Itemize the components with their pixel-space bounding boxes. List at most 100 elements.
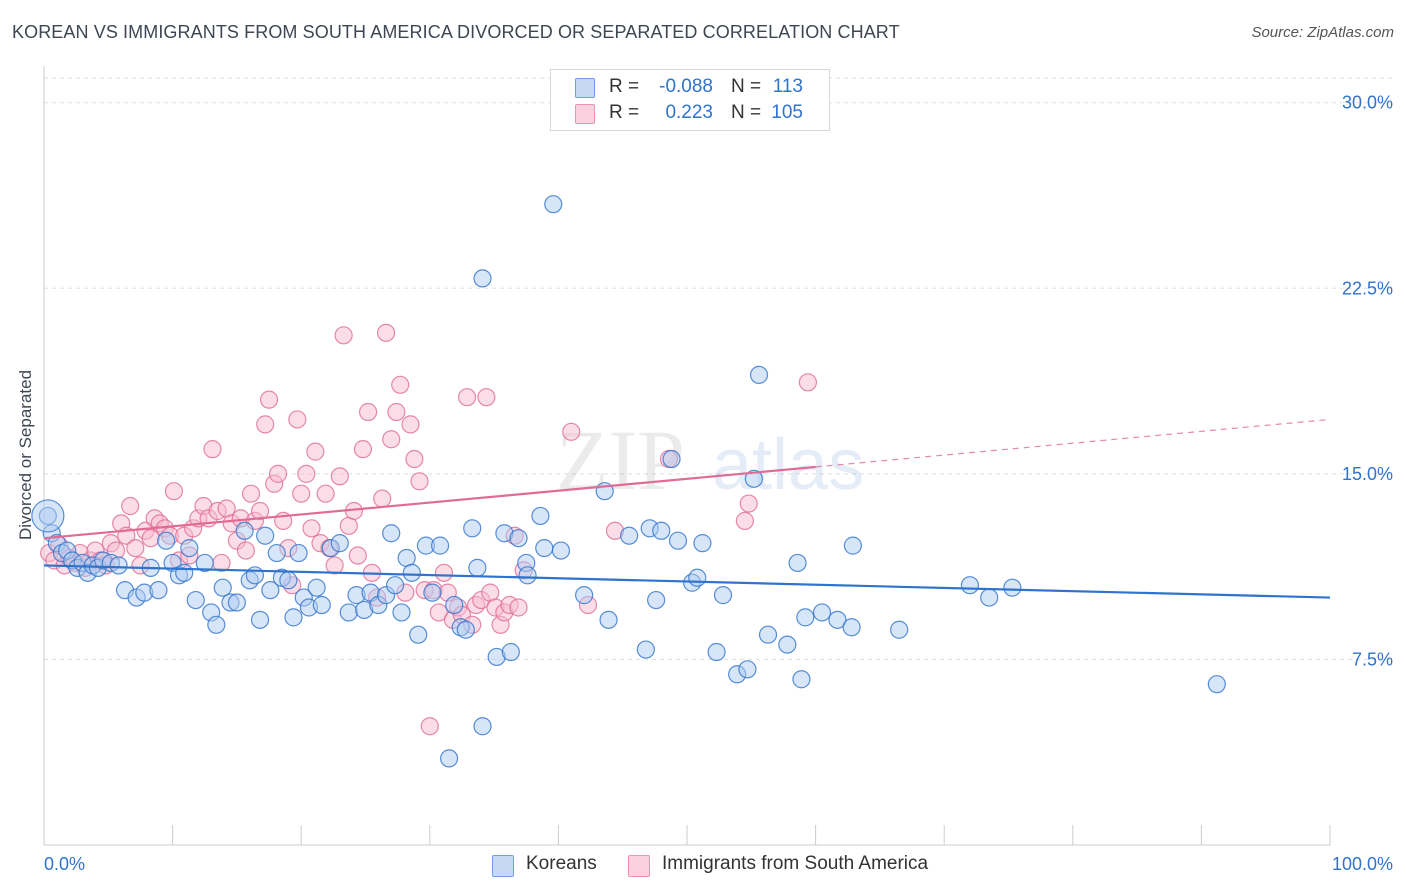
- data-point: [284, 608, 303, 627]
- legend-swatch-immigrants: [575, 104, 595, 124]
- data-point: [518, 566, 537, 585]
- data-point: [410, 472, 429, 491]
- data-point: [652, 521, 671, 540]
- data-point: [236, 541, 256, 560]
- data-point: [456, 620, 475, 639]
- data-point: [463, 519, 482, 538]
- data-point: [423, 583, 442, 602]
- data-point: [828, 610, 847, 629]
- data-point: [778, 635, 797, 654]
- trend-line: [43, 465, 816, 540]
- series-legend: Koreans Immigrants from South America: [0, 852, 1406, 878]
- data-point: [509, 529, 528, 548]
- data-point: [302, 519, 321, 538]
- trend-line: [43, 564, 1331, 599]
- data-point: [180, 538, 199, 558]
- data-point: [289, 543, 308, 563]
- source-label: Source: ZipAtlas.com: [1251, 24, 1394, 41]
- data-point: [334, 326, 353, 345]
- data-point: [509, 598, 528, 617]
- data-point: [439, 749, 459, 768]
- data-point: [960, 576, 980, 595]
- data-point: [647, 590, 666, 610]
- correlation-legend: R = -0.088 N = 113 R = 0.223 N = 105: [550, 69, 830, 131]
- data-point: [203, 440, 222, 459]
- data-point: [358, 402, 378, 422]
- data-point: [382, 430, 401, 449]
- data-point: [707, 642, 726, 662]
- tick-labels: 7.5% 15.0% 22.5% 30.0% 0.0% 100.0%: [44, 93, 1393, 874]
- legend-r-label: R =: [609, 102, 640, 123]
- data-point: [1207, 675, 1226, 694]
- data-point: [157, 531, 176, 550]
- legend-swatch-koreans: [575, 78, 595, 98]
- data-point: [325, 556, 344, 575]
- data-point: [259, 390, 279, 409]
- data-point: [562, 422, 581, 441]
- data-point: [535, 538, 554, 558]
- axes: [43, 66, 1331, 846]
- data-point: [551, 541, 571, 560]
- data-point: [445, 595, 464, 615]
- data-point: [207, 615, 226, 634]
- data-point: [434, 563, 454, 582]
- data-point: [109, 556, 128, 575]
- data-point: [420, 717, 439, 736]
- data-point: [531, 506, 550, 526]
- data-point: [739, 494, 758, 513]
- legend-row-koreans: R = -0.088 N = 113: [551, 75, 829, 101]
- legend-n-label: N =: [731, 76, 762, 97]
- data-point: [429, 603, 448, 622]
- data-point: [402, 563, 421, 582]
- data-point: [256, 415, 275, 434]
- data-point: [688, 568, 707, 587]
- data-point: [186, 590, 205, 610]
- series-immigrants-points: [40, 323, 817, 736]
- data-point: [792, 670, 811, 689]
- data-point: [668, 531, 688, 550]
- data-point: [175, 563, 194, 582]
- trend-lines: [43, 418, 1331, 599]
- data-point: [473, 269, 492, 288]
- y-tick-label: 30.0%: [1342, 93, 1393, 113]
- chart-title: KOREAN VS IMMIGRANTS FROM SOUTH AMERICA …: [12, 22, 900, 42]
- data-point: [297, 464, 316, 483]
- data-point: [241, 484, 261, 503]
- data-point: [330, 467, 349, 486]
- data-point: [312, 595, 331, 615]
- data-point: [227, 593, 246, 612]
- data-point: [250, 610, 270, 629]
- data-point: [409, 625, 428, 644]
- x-tick-label: 0.0%: [44, 854, 85, 874]
- data-point: [195, 553, 214, 573]
- data-point: [477, 388, 496, 407]
- data-point: [256, 526, 275, 545]
- legend-r-label: R =: [609, 76, 640, 97]
- data-point: [392, 603, 411, 622]
- data-point: [636, 640, 655, 659]
- data-point: [267, 543, 286, 563]
- data-point: [292, 484, 311, 503]
- legend-r-value: -0.088: [659, 76, 713, 97]
- data-point: [164, 482, 183, 501]
- legend-row-immigrants: R = 0.223 N = 105: [551, 101, 829, 127]
- y-tick-label: 22.5%: [1342, 278, 1393, 298]
- data-point: [387, 402, 406, 422]
- data-point: [382, 524, 401, 543]
- data-point: [575, 586, 594, 605]
- legend-label-koreans: Koreans: [526, 853, 597, 874]
- y-tick-label: 7.5%: [1352, 649, 1393, 669]
- data-point: [430, 536, 450, 555]
- data-point: [385, 576, 405, 595]
- legend-swatch-immigrants: [628, 855, 650, 877]
- legend-n-label: N =: [731, 102, 762, 123]
- data-point: [348, 546, 367, 565]
- data-point: [126, 538, 145, 558]
- data-point: [339, 603, 358, 622]
- data-point: [749, 365, 769, 385]
- data-point: [544, 195, 563, 214]
- y-tick-label: 15.0%: [1342, 464, 1393, 484]
- data-point: [31, 499, 65, 533]
- data-point: [501, 642, 520, 662]
